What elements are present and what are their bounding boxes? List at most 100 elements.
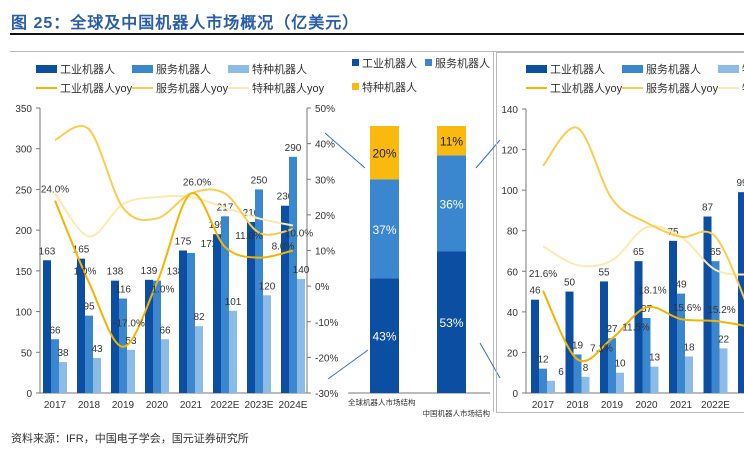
bar-special [93, 357, 101, 393]
bar-value-label: 12 [537, 355, 549, 366]
segment-label: 37% [372, 223, 396, 237]
y2-tick-label: -20% [315, 353, 338, 364]
legend-swatch [352, 83, 359, 90]
bar-value-label: 163 [39, 246, 56, 257]
yoy-value-label: 8.0% [272, 242, 295, 253]
legend-label: 服务机器人yoy [646, 81, 719, 95]
bar-industrial [247, 222, 255, 393]
bar-value-label: 230 [277, 192, 294, 203]
bar-value-label: 65 [710, 247, 722, 258]
yoy-value-label: 11.0% [235, 231, 263, 242]
yoy-line-service [542, 126, 744, 301]
bar-value-label: 50 [564, 278, 576, 289]
bar-special [263, 295, 271, 393]
x-tick-label: 2017 [532, 400, 555, 411]
x-tick-label: 2021 [670, 400, 693, 411]
segment-label: 43% [372, 330, 396, 344]
bar-value-label: 172 [201, 239, 218, 250]
bar-value-label: 13 [649, 353, 661, 364]
y-tick-label: 60 [507, 267, 519, 278]
stacked-segment-special [370, 126, 399, 180]
legend-label: 特 [742, 62, 744, 76]
bar-value-label: 49 [675, 280, 687, 291]
category-label: 中国机器人市场结构 [423, 408, 491, 418]
stacked-segment-service [370, 179, 399, 279]
segment-label: 20% [372, 147, 396, 161]
yoy-value-label: 1.0% [74, 267, 97, 278]
source-note: 资料来源：IFR，中国电子学会，国元证券研究所 [11, 433, 249, 445]
y2-tick-label: -10% [315, 318, 338, 329]
y-tick-label: 0 [26, 389, 32, 400]
bar-value-label: 116 [115, 285, 131, 296]
y2-tick-label: 0% [315, 282, 330, 293]
bar-value-label: 139 [141, 266, 158, 277]
yoy-value-label: 15.6% [673, 303, 701, 314]
segment-label: 36% [439, 197, 463, 211]
bar-value-label: 87 [702, 203, 714, 214]
yoy-value-label: 10.0% [285, 229, 313, 240]
bar-value-label: 55 [598, 267, 610, 278]
bar-special [616, 372, 624, 393]
bar-value-label: 10 [614, 359, 626, 370]
bar-value-label: 43 [91, 344, 103, 355]
bar-value-label: 22 [718, 334, 730, 345]
legend-swatch [228, 65, 249, 73]
bar-value-label: 99 [736, 178, 744, 189]
y-tick-label: 350 [15, 104, 32, 115]
bar-industrial [281, 205, 289, 393]
bar-value-label: 290 [285, 143, 302, 154]
x-tick-label: 2017 [44, 400, 67, 411]
legend-label: 工业机器人 [362, 56, 417, 70]
y-tick-label: 100 [501, 186, 518, 197]
x-tick-label: 2024E [279, 400, 308, 411]
bar-service [642, 317, 651, 393]
y-tick-label: 80 [507, 227, 519, 238]
yoy-line-industrial [54, 192, 294, 348]
segment-label: 53% [439, 316, 463, 330]
legend-swatch [36, 65, 57, 73]
bar-service [51, 339, 59, 393]
yoy-line-special [542, 225, 744, 276]
legend-swatch [622, 65, 643, 73]
yoy-line-special [54, 192, 294, 238]
bar-value-label: 101 [225, 297, 242, 308]
connector-line [324, 132, 366, 169]
x-tick-label: 2019 [112, 400, 135, 411]
y2-tick-label: 50% [315, 104, 335, 115]
x-tick-label: 2019 [601, 400, 624, 411]
category-label: 全球机器人市场结构 [348, 397, 416, 407]
bar-value-label: 66 [159, 325, 171, 336]
yoy-value-label: 21.6% [529, 269, 557, 280]
panel-border [493, 52, 494, 412]
yoy-value-label: 26.0% [183, 178, 211, 189]
legend-label: 特种机器人 [362, 80, 417, 94]
bar-service [221, 216, 229, 393]
y-tick-label: 20 [507, 348, 519, 359]
bar-service [711, 261, 720, 393]
y-tick-label: 150 [15, 267, 32, 278]
bar-value-label: 165 [73, 245, 90, 256]
bar-value-label: 195 [209, 220, 226, 231]
bar-service [573, 354, 582, 393]
legend-label: 特种机器人yoy [252, 81, 325, 95]
bar-industrial [179, 250, 187, 393]
yoy-value-label: -17.0% [113, 319, 145, 330]
bar-value-label: 19 [572, 340, 584, 351]
bar-industrial [565, 291, 574, 393]
legend-label: 特种机器人 [252, 62, 307, 76]
panel-border [496, 52, 744, 413]
legend-swatch [425, 59, 432, 66]
yoy-value-label: 18.1% [638, 285, 666, 296]
bar-special [195, 326, 203, 393]
bar-special [297, 279, 305, 393]
legend-swatch [352, 59, 359, 66]
bar-special [161, 339, 169, 393]
bar-value-label: 18 [683, 342, 695, 353]
bar-value-label: 65 [633, 247, 645, 258]
legend-swatch [132, 65, 153, 73]
bar-special [59, 362, 67, 393]
bar-special [719, 348, 728, 393]
legend-label: 特 [742, 81, 744, 95]
